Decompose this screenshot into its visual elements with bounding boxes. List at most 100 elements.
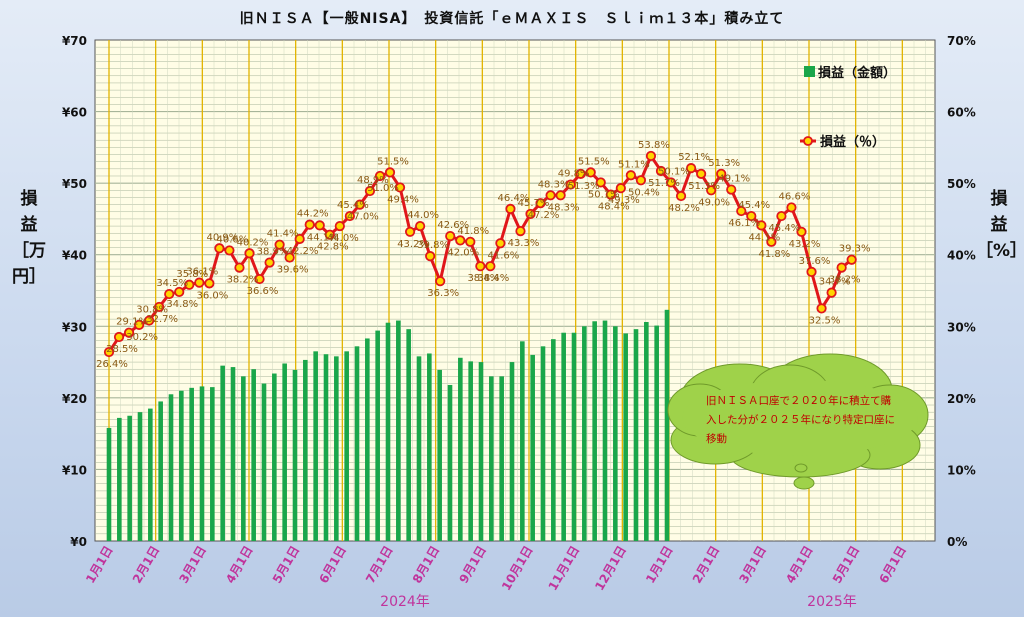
bar xyxy=(117,417,122,541)
bar xyxy=(303,359,308,541)
bar xyxy=(561,332,566,541)
pct-data-label: 51.0% xyxy=(367,183,399,194)
pct-data-label: 48.2% xyxy=(668,203,700,214)
pct-marker xyxy=(555,190,566,201)
pct-marker xyxy=(254,273,265,285)
pct-marker xyxy=(645,150,657,162)
bar xyxy=(623,333,628,541)
y-tick-left: ¥20 xyxy=(62,392,87,406)
chart-title: 旧ＮＩＳＡ【一般NISA】 投資信託「ｅＭＡＸＩＳ Ｓｌｉｍ１３本」積み立て xyxy=(239,11,785,27)
bar xyxy=(323,354,329,541)
pct-marker xyxy=(244,248,255,259)
y-tick-right: 20% xyxy=(947,392,976,406)
pct-data-label: 42.2% xyxy=(287,246,319,257)
y-tick-right: 10% xyxy=(947,463,976,477)
pct-marker xyxy=(806,266,817,277)
pct-data-label: 28.5% xyxy=(106,344,138,355)
y-tick-right: 30% xyxy=(947,320,976,334)
pct-data-label: 44.0% xyxy=(407,210,439,221)
bar xyxy=(406,329,411,541)
pct-data-label: 38.2% xyxy=(227,275,259,286)
pct-data-label: 37.6% xyxy=(799,256,831,267)
pct-marker xyxy=(445,231,456,242)
pct-marker xyxy=(113,331,125,343)
pct-data-label: 47.0% xyxy=(347,212,379,223)
pct-marker xyxy=(696,168,707,179)
legend-bar-label: 損益（金額） xyxy=(818,65,896,81)
y-tick-left: ¥10 xyxy=(62,463,87,477)
pct-data-label: 48.3% xyxy=(548,202,580,213)
y-tick-left: ¥70 xyxy=(62,34,87,48)
pct-marker xyxy=(364,185,376,197)
bar xyxy=(261,383,267,541)
x-tick-label: 10月1日 xyxy=(499,544,536,593)
bar xyxy=(468,361,473,541)
bar xyxy=(230,367,236,541)
x-tick-label: 8月1日 xyxy=(410,544,442,586)
pct-data-label: 30.8% xyxy=(136,305,168,316)
pct-marker xyxy=(294,233,305,245)
y-tick-left: ¥50 xyxy=(62,177,87,191)
note-cloud xyxy=(667,353,929,490)
y-tick-right: 50% xyxy=(947,177,976,191)
pct-marker xyxy=(465,236,476,247)
legend-line-marker xyxy=(803,136,813,146)
pct-marker xyxy=(525,208,536,220)
cloud-body xyxy=(682,380,918,456)
pct-data-label: 49.8% xyxy=(558,169,590,180)
bar xyxy=(313,351,318,541)
bar xyxy=(365,338,370,541)
y-tick-left: ¥30 xyxy=(62,320,87,334)
pct-data-label: 36.0% xyxy=(196,290,228,301)
pct-marker xyxy=(766,236,777,247)
pct-marker xyxy=(435,276,446,287)
pct-data-label: 51.3% xyxy=(568,181,600,192)
pct-data-label: 41.8% xyxy=(758,249,790,260)
pct-data-label: 50.1% xyxy=(588,189,620,200)
pct-marker xyxy=(716,168,727,179)
bar xyxy=(644,321,649,541)
bar xyxy=(375,330,380,541)
pct-marker xyxy=(515,225,526,237)
pct-marker xyxy=(154,301,165,313)
pct-data-label: 42.8% xyxy=(317,242,349,253)
bar xyxy=(127,415,132,541)
pct-data-label: 30.2% xyxy=(126,332,158,343)
pct-data-label: 48.4% xyxy=(598,202,630,213)
bar xyxy=(106,427,112,541)
cloud-tail-small xyxy=(794,463,808,473)
year-label: 2025年 xyxy=(807,594,857,610)
pct-marker xyxy=(495,238,506,249)
bar xyxy=(530,354,535,541)
pct-data-label: 44.0% xyxy=(327,233,359,244)
pct-data-label: 34.8% xyxy=(166,299,198,310)
pct-marker xyxy=(404,226,416,237)
pct-marker xyxy=(545,190,556,201)
pct-data-label: 43.3% xyxy=(508,238,540,249)
pct-marker xyxy=(565,179,576,190)
pct-marker xyxy=(575,168,586,179)
bar xyxy=(633,329,639,541)
pct-marker xyxy=(706,185,717,196)
pct-marker xyxy=(665,177,677,188)
pct-data-label: 45.4% xyxy=(337,200,369,211)
pct-marker xyxy=(535,198,546,209)
pct-marker xyxy=(585,167,596,178)
pct-marker xyxy=(475,261,486,272)
bar xyxy=(251,369,256,541)
x-tick-label: 3月1日 xyxy=(176,544,208,586)
y-tick-right: 60% xyxy=(947,106,976,120)
x-tick-label: 2月1日 xyxy=(130,544,162,586)
x-tick-label: 12月1日 xyxy=(592,544,629,593)
pct-data-label: 40.9% xyxy=(207,232,239,243)
pct-marker xyxy=(134,319,145,330)
pct-data-label: 41.8% xyxy=(457,226,489,237)
note-text: 旧ＮＩＳＡ口座で２０2０年に積立て購入した分が２０２５年になり特定口座に移動 xyxy=(706,395,895,445)
bar xyxy=(489,376,494,541)
pct-marker xyxy=(746,210,757,222)
pct-marker xyxy=(284,252,295,263)
pct-data-label: 51.5% xyxy=(578,156,610,167)
pct-data-label: 43.2% xyxy=(397,239,429,250)
pct-data-label: 49.3% xyxy=(608,195,640,206)
cloud-tail xyxy=(793,476,815,490)
